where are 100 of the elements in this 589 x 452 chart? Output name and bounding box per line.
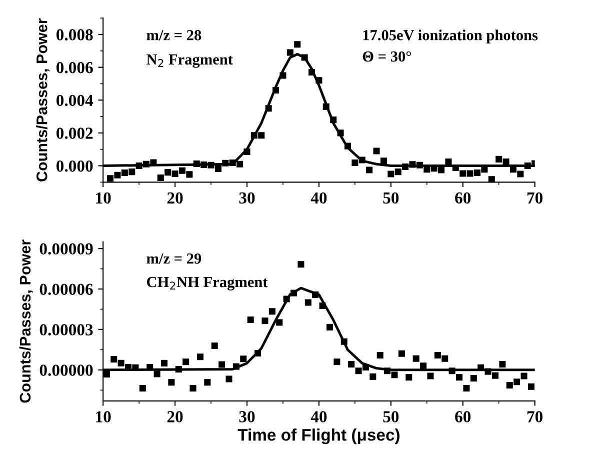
x-tick-label: 30 — [239, 411, 255, 422]
point — [200, 162, 208, 168]
point — [301, 54, 308, 61]
point — [456, 374, 463, 381]
annotation: CH$_{2}$NH Fragment — [146, 276, 268, 290]
point — [330, 116, 337, 124]
point — [355, 368, 362, 374]
annotation: N$_{2}$ Fragment — [146, 54, 233, 68]
point — [208, 162, 214, 168]
point — [222, 160, 229, 166]
point — [488, 176, 495, 182]
point — [340, 338, 348, 345]
point — [232, 363, 240, 370]
point — [420, 362, 427, 370]
point — [424, 166, 430, 173]
point — [110, 356, 118, 363]
point — [376, 352, 384, 358]
point — [384, 368, 391, 374]
point — [132, 364, 139, 371]
point — [442, 355, 448, 362]
point — [334, 358, 340, 366]
point — [121, 170, 128, 176]
point — [193, 160, 200, 168]
x-tick-label: 10 — [96, 192, 111, 204]
y-tick-label: 0.00003 — [40, 324, 93, 336]
point — [510, 166, 516, 173]
y-tick-label: 0.002 — [56, 128, 93, 139]
point — [352, 160, 358, 166]
annotation: Θ = 30° — [362, 51, 411, 62]
point — [142, 160, 150, 168]
point — [276, 319, 283, 326]
point — [114, 172, 121, 178]
point — [164, 169, 172, 176]
x-tick-label: 10 — [96, 411, 111, 422]
point — [373, 148, 380, 154]
y-tick-label: 0.008 — [56, 29, 93, 41]
x-tick-label: 50 — [383, 192, 399, 204]
point — [304, 299, 312, 306]
point — [319, 302, 326, 309]
x-tick-label: 40 — [310, 192, 327, 204]
point — [175, 366, 182, 372]
point — [438, 166, 445, 174]
point — [517, 170, 524, 178]
point — [499, 360, 506, 368]
y-tick-label: 0.004 — [56, 94, 94, 106]
point — [448, 368, 456, 374]
point — [190, 384, 196, 392]
point — [107, 175, 114, 182]
point — [186, 171, 193, 178]
point — [268, 308, 276, 315]
point — [139, 384, 146, 392]
point — [337, 130, 344, 136]
x-tick-label: 40 — [310, 411, 327, 422]
point — [474, 170, 481, 176]
point — [484, 368, 492, 375]
point — [409, 161, 416, 168]
point — [247, 316, 254, 324]
point — [128, 168, 136, 176]
point — [316, 77, 322, 84]
point — [204, 379, 211, 386]
point — [160, 360, 168, 366]
point — [326, 324, 333, 330]
y-axis-title: Counts/Passes, Power — [19, 240, 33, 403]
point — [265, 105, 272, 112]
x-tick-label: 30 — [239, 192, 255, 204]
point — [434, 352, 441, 358]
point — [211, 342, 218, 350]
point — [370, 373, 376, 380]
point — [520, 372, 528, 380]
point — [226, 376, 232, 382]
point — [466, 170, 474, 177]
y-tick-label: 0.00006 — [40, 284, 93, 296]
point — [254, 350, 262, 356]
point — [178, 167, 186, 174]
x-tick-label: 60 — [455, 192, 471, 204]
point — [286, 49, 294, 56]
point — [236, 160, 244, 168]
point — [481, 166, 488, 173]
point — [358, 156, 366, 164]
point — [157, 174, 164, 181]
point — [154, 370, 160, 378]
point — [280, 72, 286, 79]
point — [196, 354, 204, 360]
point — [240, 356, 247, 362]
point — [506, 382, 513, 389]
point — [402, 163, 409, 170]
point — [298, 261, 304, 268]
point — [394, 168, 402, 176]
point — [344, 142, 351, 150]
point — [136, 162, 142, 170]
point — [412, 355, 420, 362]
point — [214, 165, 222, 172]
point — [312, 291, 319, 298]
point — [258, 132, 265, 139]
x-tick-label: 60 — [455, 411, 471, 422]
point — [470, 375, 477, 382]
point — [308, 68, 316, 76]
point — [218, 361, 226, 368]
point — [514, 378, 520, 386]
point — [172, 170, 178, 178]
